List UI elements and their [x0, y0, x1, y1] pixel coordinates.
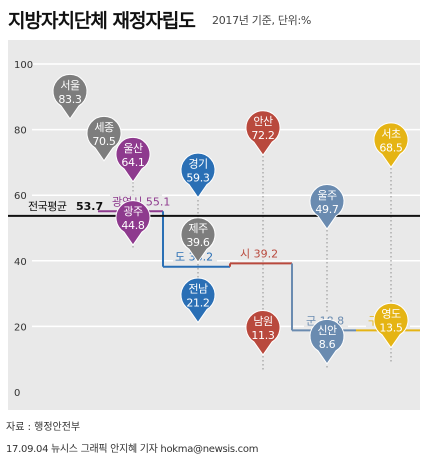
national-average-label-bg	[26, 198, 96, 213]
pin-3	[115, 136, 151, 183]
pin-value-3: 64.1	[121, 156, 144, 169]
pin-name-8: 안산	[253, 115, 273, 128]
pin-name-6: 제주	[188, 222, 208, 235]
pin-9	[245, 310, 281, 356]
pin-7	[180, 277, 216, 324]
pin-12	[373, 122, 409, 169]
national-average-value: 53.7	[76, 200, 103, 213]
average-step-label-bg-3	[238, 246, 282, 261]
pin-value-4: 44.8	[121, 219, 145, 232]
pin-name-9: 남원	[253, 315, 272, 328]
pin-name-5: 경기	[188, 157, 207, 170]
pin-1	[52, 73, 88, 120]
pin-name-4: 광주	[123, 205, 143, 218]
pin-value-10: 49.7	[315, 203, 339, 216]
pin-value-1: 83.3	[58, 93, 82, 106]
pin-value-11: 8.6	[319, 338, 336, 351]
pin-name-3: 울산	[123, 142, 143, 155]
pin-name-7: 전남	[188, 282, 208, 295]
pin-value-12: 68.5	[379, 141, 403, 154]
pin-name-10: 울주	[317, 189, 337, 202]
pin-name-13: 영도	[381, 308, 401, 321]
pin-name-12: 서초	[381, 127, 401, 140]
average-step-label-3: 시 39.2	[240, 247, 278, 260]
pin-value-6: 39.6	[186, 236, 210, 249]
pin-10	[309, 184, 345, 230]
pin-value-9: 11.3	[251, 329, 275, 342]
chart-subtitle: 2017년 기준, 단위:%	[212, 14, 312, 27]
y-tick-label-80: 80	[14, 126, 27, 137]
pin-name-1: 서울	[60, 79, 80, 92]
y-tick-label-0: 0	[14, 388, 20, 399]
source-note: 자료 : 행정안전부	[6, 422, 81, 433]
pin-6	[180, 217, 216, 263]
y-tick-label-20: 20	[14, 322, 27, 333]
pin-8	[245, 110, 281, 157]
pin-value-5: 59.3	[186, 171, 210, 184]
pin-value-7: 21.2	[186, 296, 209, 309]
pin-4	[115, 200, 151, 246]
pin-5	[180, 152, 216, 199]
pin-2	[86, 115, 122, 162]
y-tick-label-40: 40	[14, 257, 27, 268]
y-tick-label-60: 60	[14, 191, 27, 202]
national-average-label: 전국평균	[28, 200, 67, 213]
pin-value-2: 70.5	[92, 135, 116, 148]
y-tick-label-100: 100	[14, 60, 33, 71]
pin-13	[373, 302, 409, 349]
pin-11	[309, 318, 345, 365]
pin-value-13: 13.5	[379, 322, 403, 335]
pin-value-8: 72.2	[251, 129, 274, 142]
credit-note: 17.09.04 뉴시스 그래픽 안지혜 기자 hokma@newsis.com	[6, 444, 259, 455]
pin-name-2: 세종	[94, 121, 114, 134]
chart-title: 지방자치단체 재정자립도	[8, 10, 196, 32]
pin-name-11: 신안	[317, 324, 337, 337]
